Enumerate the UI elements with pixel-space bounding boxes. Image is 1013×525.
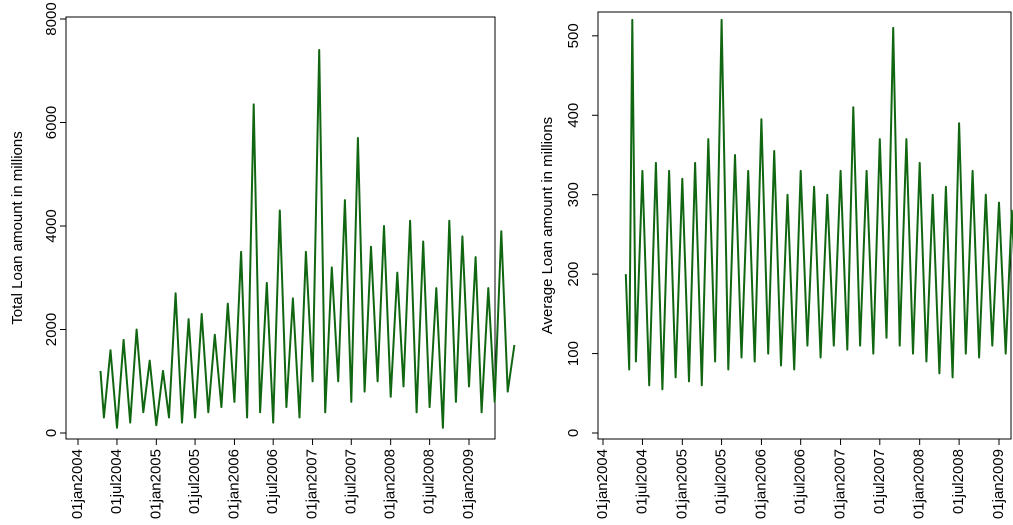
plot-frame xyxy=(65,16,496,440)
x-tick-label: 01jul2005 xyxy=(186,449,203,514)
x-tick-label: 01jan2007 xyxy=(832,449,849,519)
x-tick-label: 01jan2004 xyxy=(594,449,611,519)
x-tick-label: 01jan2005 xyxy=(147,449,164,519)
x-tick-label: 01jul2008 xyxy=(950,449,967,514)
y-tick-label: 300 xyxy=(565,182,582,207)
x-tick-label: 01jul2004 xyxy=(108,449,125,514)
y-tick-label: 4000 xyxy=(43,209,60,242)
total-loan-panel: 0 2000 4000 6000 8000 Total Loan amount in mi… xyxy=(9,2,516,519)
y-tick-label: 2000 xyxy=(43,313,60,346)
y-tick-label: 8000 xyxy=(43,2,60,35)
x-tick-label: 01jul2005 xyxy=(713,449,730,514)
plot-frame xyxy=(597,11,1012,440)
x-tick-label: 01jan2006 xyxy=(225,449,242,519)
x-tick-label: 01jan2008 xyxy=(911,449,928,519)
y-tick-label: 0 xyxy=(565,429,582,437)
x-tick-label: 01jan2007 xyxy=(304,449,321,519)
y-tick-label: 6000 xyxy=(43,106,60,139)
x-tick-label: 01jan2009 xyxy=(460,449,477,519)
x-tick-label: 01jan2005 xyxy=(673,449,690,519)
average-loan-panel: 0 100 200 300 400 500 Average Loan amount in m… xyxy=(539,11,1013,519)
x-tick-label: 01jan2008 xyxy=(382,449,399,519)
x-tick-label: 01jul2007 xyxy=(342,449,359,514)
x-tick-label: 01jan2004 xyxy=(69,449,86,519)
x-tick-label: 01jul2004 xyxy=(633,449,650,514)
series-line xyxy=(624,18,1013,391)
x-tick-label: 01jul2006 xyxy=(792,449,809,514)
x-tick-label: 01jul2006 xyxy=(264,449,281,514)
y-tick-label: 500 xyxy=(565,23,582,48)
y-axis-title: Average Loan amount in millions xyxy=(539,117,556,334)
x-tick-label: 01jan2009 xyxy=(990,449,1007,519)
y-tick-label: 100 xyxy=(565,341,582,366)
x-tick-label: 01jul2008 xyxy=(421,449,438,514)
y-tick-label: 400 xyxy=(565,103,582,128)
series-line xyxy=(99,49,516,429)
x-tick-label: 01jul2007 xyxy=(871,449,888,514)
y-tick-label: 0 xyxy=(43,429,60,437)
y-axis-title: Total Loan amount in millions xyxy=(9,131,26,324)
y-tick-label: 200 xyxy=(565,262,582,287)
x-tick-label: 01jan2006 xyxy=(752,449,769,519)
